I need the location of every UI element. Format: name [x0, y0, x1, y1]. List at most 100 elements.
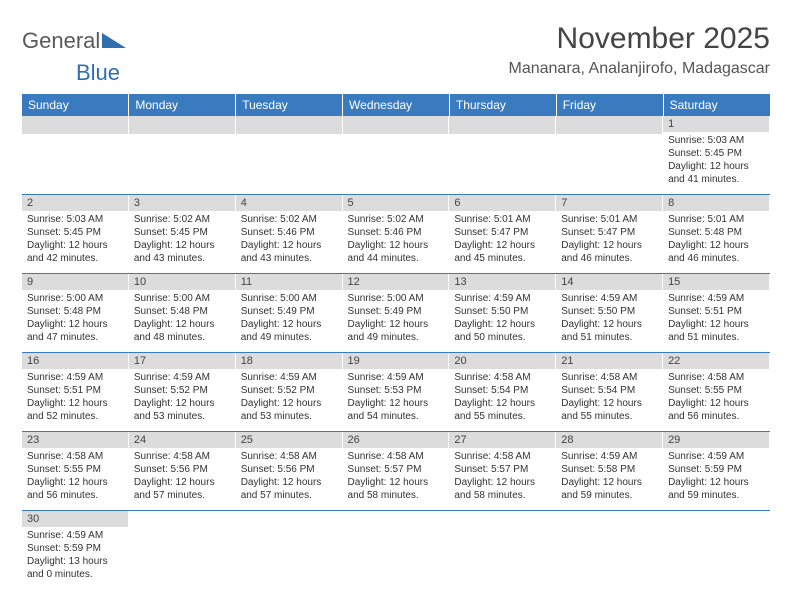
day-detail-line: and 58 minutes.	[454, 489, 551, 502]
day-detail-line: and 53 minutes.	[241, 410, 338, 423]
day-detail-line: Sunset: 5:55 PM	[668, 384, 765, 397]
day-details: Sunrise: 4:59 AMSunset: 5:50 PMDaylight:…	[449, 290, 556, 347]
calendar-row: 9Sunrise: 5:00 AMSunset: 5:48 PMDaylight…	[22, 274, 770, 353]
day-detail-line: and 42 minutes.	[27, 252, 124, 265]
calendar-cell: 27Sunrise: 4:58 AMSunset: 5:57 PMDayligh…	[449, 432, 556, 511]
day-detail-line: Daylight: 12 hours	[561, 397, 658, 410]
calendar-table: Sunday Monday Tuesday Wednesday Thursday…	[22, 94, 770, 589]
calendar-cell	[343, 116, 450, 195]
day-number: 21	[556, 353, 663, 369]
day-detail-line: Sunrise: 4:58 AM	[134, 450, 231, 463]
day-detail-line: Sunset: 5:45 PM	[668, 147, 765, 160]
day-details: Sunrise: 4:58 AMSunset: 5:55 PMDaylight:…	[22, 448, 129, 505]
day-detail-line: Sunset: 5:45 PM	[134, 226, 231, 239]
empty-daynum	[236, 116, 343, 134]
day-detail-line: Daylight: 12 hours	[27, 397, 124, 410]
calendar-cell: 13Sunrise: 4:59 AMSunset: 5:50 PMDayligh…	[449, 274, 556, 353]
day-number: 25	[236, 432, 343, 448]
day-detail-line: and 55 minutes.	[454, 410, 551, 423]
day-detail-line: Sunset: 5:58 PM	[561, 463, 658, 476]
day-number: 6	[449, 195, 556, 211]
weekday-header: Friday	[556, 94, 663, 116]
day-number: 12	[343, 274, 450, 290]
day-number: 23	[22, 432, 129, 448]
calendar-cell: 16Sunrise: 4:59 AMSunset: 5:51 PMDayligh…	[22, 353, 129, 432]
day-detail-line: Sunrise: 5:03 AM	[27, 213, 124, 226]
day-detail-line: and 57 minutes.	[134, 489, 231, 502]
empty-daynum	[343, 116, 450, 134]
calendar-cell: 25Sunrise: 4:58 AMSunset: 5:56 PMDayligh…	[236, 432, 343, 511]
day-detail-line: Daylight: 12 hours	[134, 239, 231, 252]
day-detail-line: Sunrise: 5:00 AM	[134, 292, 231, 305]
day-detail-line: Sunrise: 4:59 AM	[241, 371, 338, 384]
day-detail-line: Sunset: 5:45 PM	[27, 226, 124, 239]
day-detail-line: Sunrise: 5:00 AM	[348, 292, 445, 305]
day-details: Sunrise: 4:59 AMSunset: 5:50 PMDaylight:…	[556, 290, 663, 347]
day-detail-line: Daylight: 12 hours	[668, 476, 765, 489]
calendar-cell: 30Sunrise: 4:59 AMSunset: 5:59 PMDayligh…	[22, 511, 129, 590]
day-details: Sunrise: 5:02 AMSunset: 5:45 PMDaylight:…	[129, 211, 236, 268]
calendar-cell	[236, 116, 343, 195]
calendar-cell: 9Sunrise: 5:00 AMSunset: 5:48 PMDaylight…	[22, 274, 129, 353]
day-number: 2	[22, 195, 129, 211]
day-detail-line: Sunrise: 5:00 AM	[27, 292, 124, 305]
day-details: Sunrise: 5:00 AMSunset: 5:49 PMDaylight:…	[236, 290, 343, 347]
day-detail-line: Sunrise: 4:59 AM	[134, 371, 231, 384]
day-detail-line: Daylight: 12 hours	[134, 476, 231, 489]
day-number: 16	[22, 353, 129, 369]
day-detail-line: Sunset: 5:48 PM	[134, 305, 231, 318]
calendar-cell	[449, 116, 556, 195]
calendar-cell: 11Sunrise: 5:00 AMSunset: 5:49 PMDayligh…	[236, 274, 343, 353]
calendar-cell: 12Sunrise: 5:00 AMSunset: 5:49 PMDayligh…	[343, 274, 450, 353]
day-detail-line: and 56 minutes.	[27, 489, 124, 502]
calendar-cell: 5Sunrise: 5:02 AMSunset: 5:46 PMDaylight…	[343, 195, 450, 274]
day-detail-line: Daylight: 12 hours	[561, 476, 658, 489]
day-number: 10	[129, 274, 236, 290]
day-number: 5	[343, 195, 450, 211]
calendar-row: 16Sunrise: 4:59 AMSunset: 5:51 PMDayligh…	[22, 353, 770, 432]
calendar-cell: 21Sunrise: 4:58 AMSunset: 5:54 PMDayligh…	[556, 353, 663, 432]
day-detail-line: Sunset: 5:47 PM	[454, 226, 551, 239]
day-detail-line: Sunrise: 5:01 AM	[454, 213, 551, 226]
calendar-cell	[663, 511, 770, 590]
day-details: Sunrise: 5:02 AMSunset: 5:46 PMDaylight:…	[236, 211, 343, 268]
day-details: Sunrise: 4:58 AMSunset: 5:57 PMDaylight:…	[343, 448, 450, 505]
day-detail-line: Sunrise: 5:02 AM	[241, 213, 338, 226]
calendar-cell: 26Sunrise: 4:58 AMSunset: 5:57 PMDayligh…	[343, 432, 450, 511]
day-detail-line: Daylight: 12 hours	[348, 476, 445, 489]
day-detail-line: Daylight: 12 hours	[348, 318, 445, 331]
day-detail-line: Sunrise: 5:01 AM	[561, 213, 658, 226]
day-details: Sunrise: 4:58 AMSunset: 5:54 PMDaylight:…	[449, 369, 556, 426]
calendar-cell: 29Sunrise: 4:59 AMSunset: 5:59 PMDayligh…	[663, 432, 770, 511]
day-detail-line: Sunset: 5:48 PM	[27, 305, 124, 318]
empty-daynum	[449, 116, 556, 134]
day-detail-line: Sunset: 5:47 PM	[561, 226, 658, 239]
day-detail-line: Sunrise: 4:59 AM	[348, 371, 445, 384]
day-detail-line: Daylight: 12 hours	[134, 397, 231, 410]
calendar-cell: 15Sunrise: 4:59 AMSunset: 5:51 PMDayligh…	[663, 274, 770, 353]
day-number: 17	[129, 353, 236, 369]
weekday-header: Monday	[129, 94, 236, 116]
calendar-cell	[556, 116, 663, 195]
day-detail-line: and 53 minutes.	[134, 410, 231, 423]
day-detail-line: and 52 minutes.	[27, 410, 124, 423]
day-details: Sunrise: 5:03 AMSunset: 5:45 PMDaylight:…	[663, 132, 770, 189]
day-detail-line: Daylight: 12 hours	[454, 239, 551, 252]
calendar-cell: 8Sunrise: 5:01 AMSunset: 5:48 PMDaylight…	[663, 195, 770, 274]
calendar-cell: 3Sunrise: 5:02 AMSunset: 5:45 PMDaylight…	[129, 195, 236, 274]
calendar-cell	[236, 511, 343, 590]
day-detail-line: and 54 minutes.	[348, 410, 445, 423]
calendar-cell	[343, 511, 450, 590]
day-detail-line: and 51 minutes.	[668, 331, 765, 344]
day-detail-line: Sunset: 5:56 PM	[241, 463, 338, 476]
day-detail-line: Daylight: 12 hours	[134, 318, 231, 331]
day-detail-line: Sunset: 5:57 PM	[454, 463, 551, 476]
day-detail-line: and 49 minutes.	[348, 331, 445, 344]
calendar-row: 1Sunrise: 5:03 AMSunset: 5:45 PMDaylight…	[22, 116, 770, 195]
calendar-cell: 18Sunrise: 4:59 AMSunset: 5:52 PMDayligh…	[236, 353, 343, 432]
day-detail-line: Sunset: 5:59 PM	[27, 542, 124, 555]
day-details: Sunrise: 4:58 AMSunset: 5:56 PMDaylight:…	[236, 448, 343, 505]
day-number: 18	[236, 353, 343, 369]
calendar-cell: 28Sunrise: 4:59 AMSunset: 5:58 PMDayligh…	[556, 432, 663, 511]
day-detail-line: Sunrise: 4:59 AM	[454, 292, 551, 305]
